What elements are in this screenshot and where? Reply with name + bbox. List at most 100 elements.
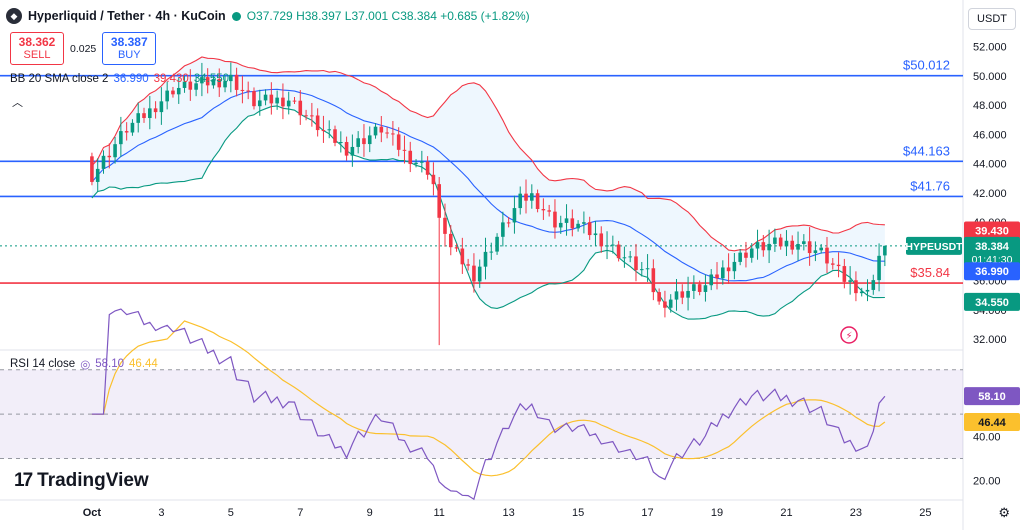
candle-body (663, 301, 667, 308)
candle-body (356, 138, 360, 147)
time-tick-label: 19 (711, 507, 723, 519)
time-tick-label: 15 (572, 507, 584, 519)
candle-body (136, 113, 141, 123)
settings-gear-icon[interactable]: ⚙ (998, 505, 1010, 520)
candle-body (194, 83, 198, 90)
level-label-2: $41.76 (910, 178, 950, 193)
rsi-value: 58.10 (95, 358, 125, 370)
tradingview-logo-icon: 17 (14, 470, 33, 491)
candle-body (159, 101, 164, 113)
bb-upper-value: 39.430 (153, 73, 189, 85)
price-tick-label: 42.000 (973, 188, 1007, 200)
price-tick-label: 50.000 (973, 71, 1007, 83)
candle-body (90, 156, 94, 182)
candle-body (171, 90, 175, 95)
rsi-label: RSI 14 close (10, 358, 76, 370)
candle-body (871, 280, 876, 290)
bb-lower-line (91, 105, 885, 320)
candle-body (738, 252, 742, 262)
candle-body (269, 94, 274, 104)
rsi-value-box (964, 413, 1020, 432)
time-tick-label: Oct (83, 507, 102, 519)
candle-body (142, 113, 146, 119)
candle-body (692, 284, 696, 291)
candle-body (101, 155, 106, 169)
candle-body (350, 146, 355, 156)
candle-body (802, 241, 806, 244)
low-value: L37.001 (344, 9, 389, 23)
candle-body (622, 257, 627, 259)
brand-name: TradingView (37, 470, 149, 491)
candle-body (385, 132, 389, 134)
candle-body (744, 252, 748, 258)
candle-body (113, 144, 117, 158)
time-tick-label: 17 (641, 507, 653, 519)
candle-body (582, 222, 586, 224)
candle-body (668, 299, 673, 308)
price-tick-label: 32.000 (973, 334, 1007, 346)
candle-body (506, 222, 511, 224)
candle-body (217, 79, 222, 88)
candle-body (859, 291, 864, 294)
sell-button[interactable]: 38.362 SELL (10, 32, 64, 65)
candle-body (275, 97, 279, 104)
candle-body (281, 97, 285, 107)
candle-body (767, 243, 771, 251)
time-tick-label: 7 (297, 507, 303, 519)
candle-body (95, 168, 100, 182)
candle-body (842, 266, 847, 282)
candle-body (472, 265, 476, 282)
candle-body (200, 77, 204, 84)
rsi-legend[interactable]: RSI 14 close ◎ 58.10 46.44 (10, 357, 158, 371)
time-tick-label: 25 (919, 507, 931, 519)
market-status-icon (231, 11, 241, 21)
bb-legend[interactable]: BB 20 SMA close 2 36.990 39.430 34.550 (10, 73, 229, 85)
candle-body (553, 211, 557, 228)
lightning-icon (840, 326, 858, 344)
candle-body (367, 135, 372, 145)
candle-body (448, 233, 453, 248)
level-label-1: $44.163 (903, 143, 950, 158)
rsi-ma-line (91, 320, 886, 477)
price-tick-label: 46.000 (973, 129, 1007, 141)
open-value: O37.729 (246, 9, 293, 23)
candle-body (524, 193, 528, 201)
price-label-box (964, 221, 1020, 240)
candle-body (778, 237, 783, 247)
candle-body (813, 250, 818, 254)
symbol-title[interactable]: Hyperliquid / Tether · 4h · KuCoin (28, 9, 226, 23)
candle-body (211, 79, 216, 86)
lightning-glyph-icon: ⚡ (845, 331, 852, 342)
symbol-label-box (906, 236, 962, 255)
candle-body (414, 162, 418, 165)
candle-body (234, 74, 239, 90)
rsi-tick-label: 40.00 (973, 431, 1001, 443)
candle-body (645, 268, 650, 270)
candle-body (639, 269, 644, 271)
buy-button[interactable]: 38.387 BUY (102, 32, 157, 65)
rsi-value-label: 46.44 (978, 417, 1006, 429)
price-tick-label: 44.000 (973, 159, 1007, 171)
candle-body (402, 149, 407, 151)
candle-body (761, 242, 766, 251)
candle-body (530, 193, 534, 201)
candle-body (854, 280, 858, 294)
candle-body (443, 217, 447, 234)
candle-body (420, 161, 424, 163)
candle-body (715, 274, 719, 279)
candle-body (310, 115, 314, 117)
candle-body (576, 223, 580, 229)
rsi-ma-value: 46.44 (129, 358, 158, 370)
candle-body (182, 81, 187, 88)
candle-body (396, 134, 401, 150)
candle-body (755, 242, 760, 249)
currency-selector[interactable]: USDT (968, 8, 1016, 30)
candle-body (865, 289, 870, 292)
candle-body (229, 74, 233, 82)
candle-body (327, 129, 332, 131)
candle-body (188, 81, 193, 90)
time-tick-label: 5 (228, 507, 234, 519)
collapse-chevron-icon[interactable]: ︿ (12, 97, 23, 109)
price-tick-label: 52.000 (973, 42, 1007, 54)
